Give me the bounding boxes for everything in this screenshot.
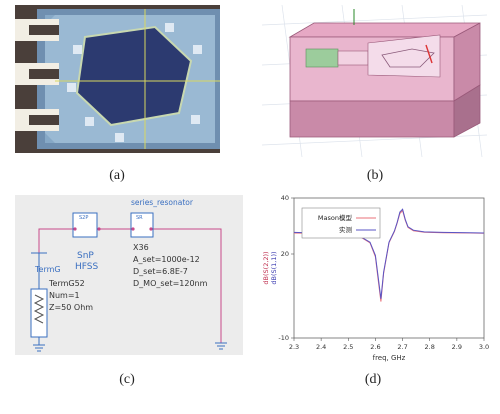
snp-box-label: S2P — [79, 215, 89, 221]
caption-b: (b) — [366, 168, 384, 183]
panel-d-chart: 2.3 2.4 2.5 2.6 2.7 2.8 2.9 3.0 -10 20 40 freq, GHz… — [258, 190, 493, 370]
s-parameter-chart: 2.3 2.4 2.5 2.6 2.7 2.8 2.9 3.0 -10 20 40 freq, GHz… — [262, 194, 489, 362]
schematic-wires — [30, 212, 227, 352]
legend-label-2: 实测 — [339, 225, 353, 234]
micrograph-image — [15, 5, 220, 153]
legend-box — [301, 207, 381, 239]
x-tick-label: 2.4 — [316, 343, 326, 351]
y-axis-label-secondary: dB(S(1,1)) — [270, 251, 278, 284]
x-axis-label: freq, GHz — [373, 354, 406, 362]
resonator-box-label: SR — [136, 215, 143, 221]
x-tick-label: 2.3 — [289, 343, 299, 351]
resonator-d-set: D_set=6.8E-7 — [133, 267, 188, 276]
caption-d: (d) — [364, 372, 382, 387]
panel-b-3d-model — [262, 5, 487, 157]
resonator-type: series_resonator — [131, 198, 193, 207]
x-tick-label: 2.7 — [397, 343, 407, 351]
resonator-dmo-set: D_MO_set=120nm — [133, 279, 208, 288]
x-tick-label: 2.5 — [343, 343, 353, 351]
x-tick-label: 3.0 — [479, 343, 489, 351]
term-name: TermG52 — [49, 279, 85, 288]
caption-a: (a) — [109, 168, 125, 183]
resonator-name: X36 — [133, 243, 149, 252]
y-tick-label: 40 — [281, 194, 289, 202]
x-tick-label: 2.9 — [452, 343, 462, 351]
term-impedance: Z=50 Ohm — [49, 303, 94, 312]
term-num: Num=1 — [49, 291, 80, 300]
term-type: TermG — [35, 265, 61, 274]
caption-c: (c) — [119, 372, 135, 387]
x-tick-label: 2.8 — [425, 343, 435, 351]
panel-c-schematic: S2P SR SnP HFSS series_resonator X36 A_s… — [15, 195, 243, 355]
resonator-a-set: A_set=1000e-12 — [133, 255, 200, 264]
legend-label-1: Mason模型 — [318, 213, 353, 222]
hfss-model-image — [262, 5, 487, 157]
snp-title: SnP — [77, 251, 94, 261]
y-axis-label: dB(S(2,2)) — [262, 251, 270, 284]
y-tick-label: -10 — [278, 334, 289, 342]
snp-name: HFSS — [75, 262, 99, 272]
panel-a-micrograph — [15, 5, 220, 153]
y-tick-label: 20 — [281, 250, 289, 258]
x-tick-label: 2.6 — [370, 343, 380, 351]
